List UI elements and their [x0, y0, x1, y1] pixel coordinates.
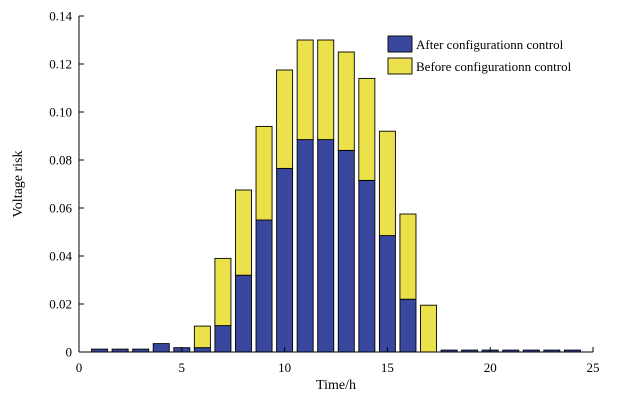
bar-after-h15	[378, 235, 396, 353]
y-tick-label: 0.10	[49, 105, 72, 120]
y-axis-title: Voltage risk	[11, 150, 26, 217]
legend-swatch-after	[387, 35, 413, 53]
x-tick-label: 25	[587, 360, 600, 375]
x-tick-label: 5	[179, 360, 186, 375]
bar-before-h16	[399, 213, 417, 300]
bar-before-h12	[317, 39, 335, 141]
bar-before-h15	[378, 130, 396, 237]
bar-before-h13	[337, 51, 355, 151]
y-tick-label: 0.12	[49, 57, 72, 72]
bar-after-h8	[235, 274, 252, 353]
bar-after-h4	[152, 343, 170, 353]
y-tick-label: 0.14	[49, 9, 72, 24]
bar-after-h14	[358, 179, 376, 353]
bar-after-h7	[214, 325, 232, 353]
x-tick-label: 20	[484, 360, 497, 375]
bar-after-h10	[276, 167, 294, 353]
bar-after-h13	[337, 149, 355, 353]
legend-swatch-before	[387, 57, 413, 75]
bar-after-h12	[317, 139, 335, 353]
bar-after-h9	[255, 219, 273, 353]
bar-before-h7	[214, 257, 232, 327]
bar-before-h8	[235, 189, 252, 276]
axes-layer	[78, 16, 593, 353]
y-tick-label: 0.04	[49, 249, 72, 264]
bar-after-h11	[296, 139, 314, 353]
y-tick-label: 0	[66, 345, 73, 360]
y-tick-label: 0.08	[49, 153, 72, 168]
bar-after-h6	[193, 347, 211, 353]
x-tick-label: 15	[381, 360, 394, 375]
legend-label-before: Before configurationn control	[416, 59, 572, 74]
ticks-layer: 0 5 10 15 20 25 0 0.02 0.04 0.06 0.08 0.10 0.12 0.14	[49, 9, 599, 376]
bar-before-h10	[276, 69, 294, 169]
bar-before-h17	[420, 304, 437, 353]
x-tick-label: 0	[76, 360, 83, 375]
legend: After configurationn control Before conf…	[387, 35, 572, 75]
x-axis-title: Time/h	[316, 378, 356, 393]
y-tick-label: 0.02	[49, 297, 72, 312]
bar-before-h9	[255, 125, 273, 221]
legend-label-after: After configurationn control	[416, 37, 564, 52]
y-tick-label: 0.06	[49, 201, 72, 216]
bar-before-h6	[193, 325, 211, 349]
bar-before-h14	[358, 77, 376, 181]
bars-layer	[91, 39, 581, 353]
bar-before-h11	[296, 39, 314, 141]
bar-after-h16	[399, 298, 417, 353]
x-tick-label: 10	[278, 360, 291, 375]
